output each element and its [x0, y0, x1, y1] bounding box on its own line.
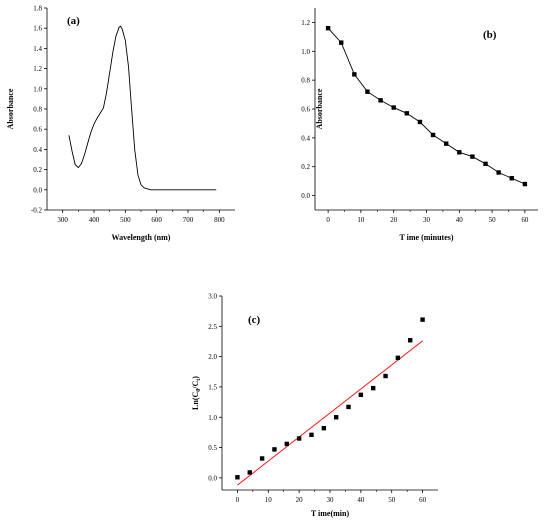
series-line [68, 25, 217, 191]
data-point [235, 475, 240, 480]
x-tick-label: 0 [326, 216, 330, 224]
y-axis-label: Absorbance [6, 88, 15, 129]
y-tick-label: 0.6 [33, 126, 42, 134]
y-tick-label: 0.0 [33, 186, 42, 194]
panel-label: (b) [483, 29, 497, 41]
data-point [443, 141, 449, 146]
y-tick-label: 3.0 [208, 293, 217, 301]
y-tick-label: 0.8 [33, 106, 42, 114]
x-tick-label: 50 [489, 216, 497, 224]
data-point [404, 111, 410, 116]
data-point [325, 26, 331, 31]
data-point [259, 456, 265, 461]
y-tick-label: 0.6 [301, 106, 310, 114]
y-tick-label: -0.2 [31, 207, 43, 215]
data-point [496, 170, 501, 175]
y-axis-label-part: Ln(C [191, 392, 200, 410]
y-tick-label: 0.8 [301, 77, 310, 85]
y-tick-label: 1.2 [33, 65, 42, 73]
x-tick-label: 30 [327, 496, 335, 504]
y-tick-label: 1.8 [33, 5, 42, 13]
data-point [457, 150, 462, 155]
data-point [417, 119, 423, 125]
data-point [284, 441, 289, 447]
y-tick-label: 0.0 [301, 192, 310, 200]
x-tick-label: 500 [120, 216, 131, 224]
x-tick-label: 20 [296, 496, 304, 504]
data-point [483, 161, 488, 167]
data-point [378, 98, 383, 103]
x-tick-label: 300 [57, 216, 68, 224]
y-axis-label-part: ) [191, 376, 200, 379]
y-axis-label: Ln(C0/Ct) [191, 376, 202, 410]
y-axis-label: Absorbance [315, 88, 324, 129]
data-point [470, 154, 475, 159]
data-point [321, 425, 327, 431]
y-axis-label-part: t [196, 379, 202, 381]
x-tick-label: 30 [423, 216, 431, 224]
x-tick-label: 600 [151, 216, 162, 224]
series-line [327, 27, 526, 185]
data-point [430, 132, 436, 138]
x-axis-label: T ime (minutes) [399, 233, 453, 242]
data-point [420, 317, 425, 322]
data-point [352, 72, 357, 77]
panel-label: (a) [67, 15, 80, 27]
y-tick-label: 1.0 [33, 85, 42, 93]
x-tick-label: 0 [236, 496, 240, 504]
x-tick-label: 800 [214, 216, 225, 224]
data-point [391, 105, 396, 110]
x-tick-label: 10 [265, 496, 273, 504]
data-point [522, 181, 528, 187]
x-axis-label: Wavelength (nm) [112, 233, 171, 242]
chart-panel-1: 300 400 500 600 700 800 -0.2 0.0 0.2 0.4 0.6 0.8 1.0… [6, 5, 235, 242]
y-tick-label: 1.6 [33, 25, 42, 33]
panel-label: (c) [248, 314, 261, 326]
data-point [296, 436, 302, 441]
data-point [365, 89, 370, 94]
y-tick-label: 0.2 [33, 166, 42, 174]
x-tick-label: 60 [521, 216, 529, 224]
data-point [346, 404, 351, 410]
data-point [383, 373, 388, 379]
x-tick-label: 10 [357, 216, 365, 224]
x-tick-label: 40 [456, 216, 464, 224]
x-axis-label: T ime(min) [311, 509, 350, 518]
chart-panel-2: 0 10 20 30 40 50 60 0.0 0.2 0.4 0.6 0.8 1.0 1.2 T ime … [301, 8, 538, 242]
chart-panel-3: 0 10 20 30 40 50 60 0.0 0.5 1.0 1.5 2.0 2.5 3.0 T ime(… [191, 293, 438, 518]
y-tick-label: 2.5 [208, 323, 217, 331]
y-tick-label: 1.0 [208, 414, 217, 422]
y-tick-label: 2.0 [208, 353, 217, 361]
data-point [272, 447, 277, 452]
y-axis-label-part: /C [191, 380, 200, 389]
y-tick-label: 0.5 [208, 444, 217, 452]
y-axis-label-part: 0 [196, 389, 202, 392]
y-tick-label: 0.4 [33, 146, 42, 154]
data-point [333, 415, 339, 420]
y-tick-label: 1.4 [33, 45, 42, 53]
data-point [247, 470, 252, 475]
data-point [309, 432, 314, 438]
y-tick-label: 0.0 [208, 474, 217, 482]
x-tick-label: 50 [388, 496, 396, 504]
data-point [339, 40, 344, 45]
x-tick-label: 60 [419, 496, 427, 504]
x-tick-label: 700 [183, 216, 194, 224]
data-point [395, 355, 401, 361]
x-tick-label: 40 [357, 496, 365, 504]
x-tick-label: 400 [89, 216, 100, 224]
y-tick-label: 1.0 [301, 48, 310, 56]
data-point [408, 338, 413, 343]
data-point [509, 176, 514, 181]
y-tick-label: 1.5 [208, 383, 217, 391]
x-tick-label: 20 [390, 216, 398, 224]
y-tick-label: 0.2 [301, 163, 310, 171]
y-tick-label: 0.4 [301, 134, 310, 142]
data-point [371, 385, 376, 391]
data-point [358, 392, 364, 398]
fit-line [237, 340, 423, 486]
y-tick-label: 1.2 [301, 19, 310, 27]
